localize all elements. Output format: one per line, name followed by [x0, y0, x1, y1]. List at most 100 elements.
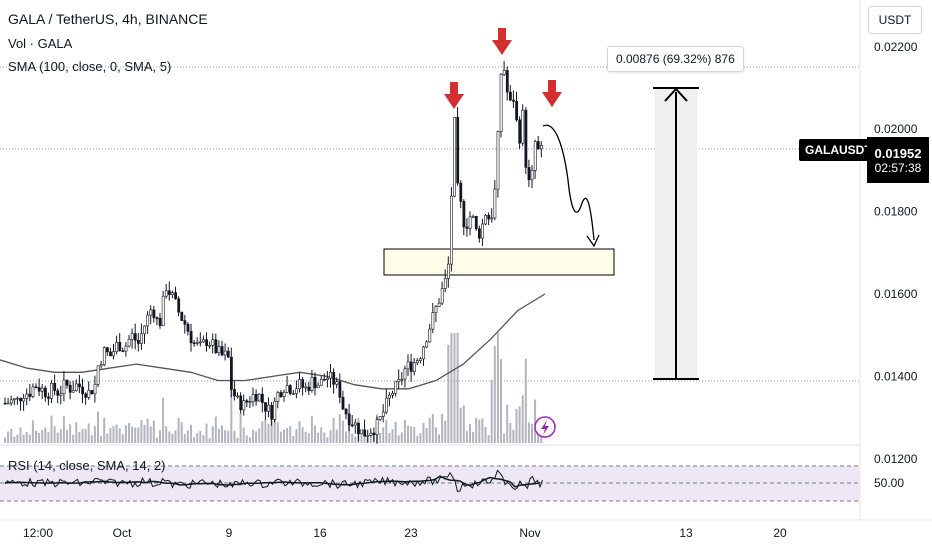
volume-bar: [295, 429, 298, 443]
volume-bar: [314, 425, 316, 443]
candle-body: [186, 324, 190, 332]
volume-bar: [245, 435, 248, 443]
volume-bar: [22, 434, 25, 443]
candle-body: [90, 390, 94, 395]
support-zone-box[interactable]: [383, 248, 615, 276]
candle-body: [285, 385, 289, 393]
candle-body: [214, 339, 218, 354]
candle-body: [75, 383, 78, 391]
candle-body: [174, 292, 178, 300]
volume-bar: [273, 407, 276, 443]
candle-body: [155, 317, 159, 320]
volume-bar: [326, 437, 329, 443]
sma-legend[interactable]: SMA (100, close, 0, SMA, 5): [8, 59, 172, 74]
volume-bar: [53, 426, 56, 443]
candle-body: [137, 339, 140, 344]
volume-bar: [205, 423, 208, 443]
candle-body: [106, 347, 109, 353]
candle-body: [183, 320, 187, 325]
currency-button[interactable]: USDT: [868, 6, 922, 34]
volume-bar: [329, 430, 332, 443]
volume-bar: [38, 432, 41, 443]
volume-bar: [180, 422, 183, 443]
volume-bar: [199, 430, 202, 443]
time-axis[interactable]: 12:00 Oct 9 16 23 Nov 13 20: [23, 526, 787, 540]
volume-bar: [379, 432, 382, 443]
candle-body: [530, 170, 534, 181]
chart-title[interactable]: GALA / TetherUS, 4h, BINANCE: [8, 11, 208, 27]
volume-bar: [261, 421, 264, 443]
volume-bar: [90, 435, 93, 443]
price-tick-label: 0.01200: [874, 452, 918, 466]
volume-bar: [41, 430, 44, 443]
volume-bar: [283, 429, 285, 443]
candle-body: [316, 385, 320, 389]
volume-bar: [298, 421, 301, 443]
candle-body: [248, 401, 252, 403]
volume-bar: [236, 437, 239, 443]
volume-bar: [332, 418, 335, 443]
price-axis[interactable]: 0.02200 0.02000 0.01800 0.01600 0.01400 0.012…: [874, 40, 918, 466]
candle-body: [335, 381, 339, 385]
candle-body: [403, 368, 407, 380]
candle-body: [99, 364, 103, 367]
candle-body: [6, 402, 10, 405]
candle-body: [366, 435, 370, 437]
volume-bar: [174, 430, 177, 443]
volume-bar: [19, 427, 22, 443]
candle-body: [512, 99, 515, 102]
volume-bar: [335, 429, 338, 443]
candle-body: [388, 394, 391, 399]
candle-body: [50, 382, 54, 399]
volume-legend[interactable]: Vol · GALA: [8, 36, 73, 51]
volume-bar: [276, 422, 279, 443]
volume-bar: [44, 427, 47, 443]
candle-body: [152, 309, 156, 319]
volume-bar: [413, 427, 416, 443]
volume-bar: [382, 427, 385, 443]
candle-body: [168, 290, 171, 295]
candle-body: [347, 413, 351, 426]
volume-bar: [518, 406, 521, 443]
volume-bar: [146, 418, 149, 443]
volume-bar: [59, 429, 62, 443]
candle-body: [195, 342, 199, 344]
volume-bar: [304, 431, 307, 443]
candle-body: [533, 141, 537, 171]
volume-bar: [465, 430, 468, 443]
candle-body: [71, 390, 75, 393]
candle-body: [19, 397, 23, 402]
candle-body: [310, 376, 314, 391]
volume-bar: [162, 397, 165, 443]
candle-body: [59, 393, 63, 396]
rsi-legend[interactable]: RSI (14, close, SMA, 14, 2): [8, 458, 166, 473]
bar-countdown: 02:57:38: [874, 160, 922, 175]
volume-bar: [515, 408, 518, 443]
volume-bar: [292, 435, 295, 443]
candle-body: [446, 263, 450, 279]
candle-body: [301, 379, 305, 388]
volume-bar: [363, 431, 366, 443]
candle-body: [372, 432, 376, 435]
candle-body: [332, 371, 336, 385]
last-price-value: 0.01952: [874, 145, 922, 161]
volume-bar: [16, 434, 19, 443]
candle-body: [226, 350, 230, 358]
volume-bar: [478, 419, 481, 443]
date-tick-label: 20: [773, 526, 787, 540]
candle-body: [273, 400, 277, 420]
candle-body: [109, 351, 112, 357]
candle-body: [291, 393, 295, 395]
volume-bar: [193, 437, 196, 443]
projected-path-curve: [542, 124, 595, 241]
volume-bar: [323, 432, 326, 443]
candle-body: [468, 216, 472, 229]
volume-bar: [500, 359, 502, 443]
volume-bar: [472, 431, 475, 443]
volume-bar: [338, 414, 341, 443]
volume-bar: [252, 429, 254, 443]
candle-body: [270, 404, 274, 420]
candle-body: [431, 312, 435, 330]
volume-bar: [242, 427, 245, 443]
